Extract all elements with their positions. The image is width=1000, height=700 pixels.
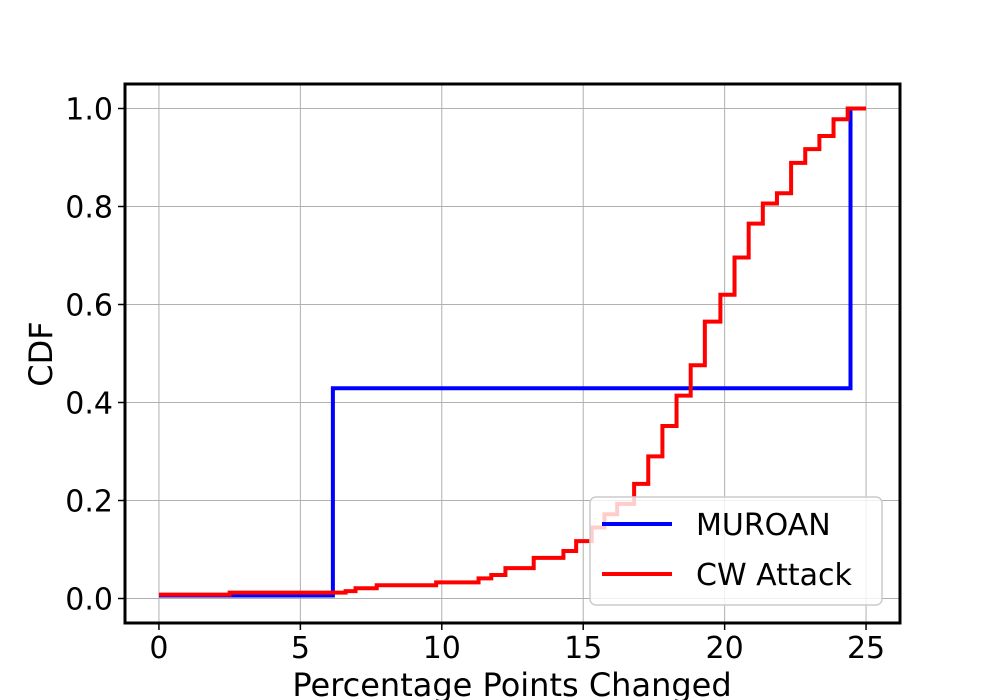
- y-tick-label: 0.0: [65, 583, 113, 618]
- plot-frame: [123, 82, 902, 625]
- x-tick-label: 15: [564, 631, 602, 666]
- x-axis-label: Percentage Points Changed: [292, 666, 731, 700]
- x-tick-label: 20: [706, 631, 744, 666]
- y-axis-label: CDF: [22, 321, 60, 386]
- tick-labels: 0 5 10 15 20 25 0.0 0.2 0.4 0.6 0.8 1.0: [65, 93, 885, 667]
- series-line-muroan: [158, 108, 853, 598]
- y-tick-label: 1.0: [65, 93, 113, 128]
- legend-label-muroan: MUROAN: [696, 508, 831, 543]
- series-layer: [158, 106, 867, 598]
- x-tick-label: 25: [847, 631, 885, 666]
- x-tick-label: 5: [291, 631, 310, 666]
- legend: MUROAN CW Attack: [589, 496, 883, 606]
- ticks: [118, 107, 867, 630]
- y-tick-label: 0.2: [65, 485, 113, 520]
- y-tick-label: 0.4: [65, 387, 113, 422]
- y-tick-label: 0.8: [65, 191, 113, 226]
- y-tick-label: 0.6: [65, 289, 113, 324]
- series-line-cw-attack: [158, 106, 867, 597]
- legend-label-cw-attack: CW Attack: [696, 558, 853, 593]
- x-tick-label: 0: [149, 631, 168, 666]
- x-tick-label: 10: [423, 631, 461, 666]
